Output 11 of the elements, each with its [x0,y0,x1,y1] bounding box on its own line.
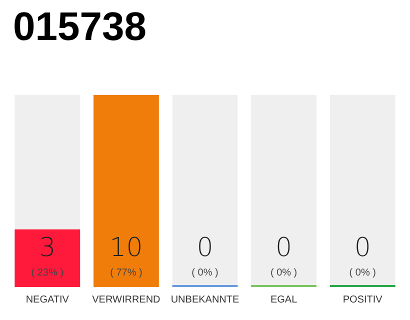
x-tick-label: VERWIRREND [92,294,160,306]
data-label: 10 ( 77% ) [110,233,143,278]
x-tick-label: POSITIV [342,294,383,306]
data-label: 0 ( 0% ) [270,233,298,278]
x-tick-label: NEGATIV [26,294,70,306]
data-label: 0 ( 0% ) [349,233,376,278]
data-label: 0 ( 0% ) [192,233,218,278]
x-tick-label: EGAL [270,294,298,306]
data-label: 3 ( 23% ) [31,233,64,278]
chart-title: 015738 [13,5,146,49]
x-tick-label: UNBEKANNTE [170,294,240,306]
